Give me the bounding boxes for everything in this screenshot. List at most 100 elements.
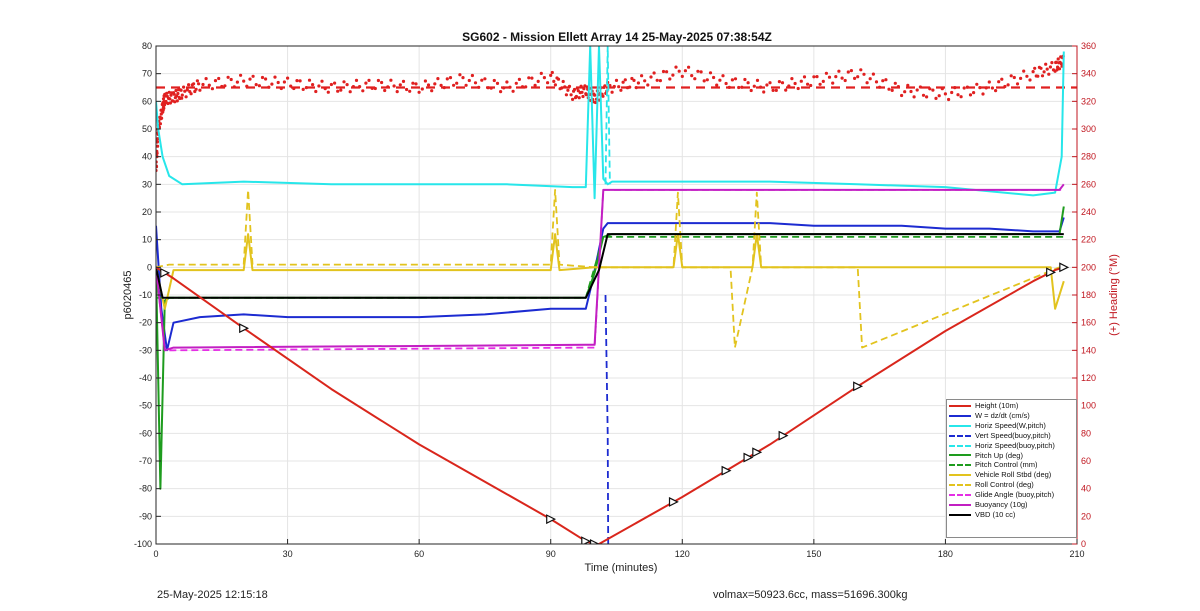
- heading-point: [699, 70, 703, 74]
- heading-point: [730, 78, 735, 82]
- series-line-2: [156, 46, 1065, 200]
- heading-point: [943, 92, 948, 96]
- heading-point: [1015, 82, 1020, 86]
- heading-point: [295, 79, 299, 83]
- y2-tick-label: 300: [1081, 124, 1096, 134]
- heading-point: [439, 83, 443, 87]
- y2-tick-label: 120: [1081, 373, 1096, 383]
- heading-point: [799, 79, 803, 83]
- heading-point: [1045, 67, 1049, 71]
- heading-point: [276, 80, 280, 85]
- heading-point: [536, 79, 540, 83]
- heading-point: [392, 84, 396, 88]
- heading-point: [158, 122, 162, 126]
- heading-point: [715, 83, 719, 87]
- heading-point: [921, 93, 926, 97]
- heading-point: [197, 82, 201, 86]
- legend-label: Horiz Speed(buoy,pitch): [975, 440, 1055, 450]
- heading-point: [273, 75, 277, 79]
- heading-point: [527, 76, 531, 80]
- heading-point: [623, 78, 627, 82]
- series-line-8: [156, 188, 1060, 349]
- y-tick-label: -90: [139, 511, 152, 521]
- heading-point: [693, 77, 697, 81]
- height-marker: [778, 430, 789, 441]
- heading-point: [868, 77, 872, 81]
- y2-tick-label: 180: [1081, 290, 1096, 300]
- heading-point: [161, 97, 166, 101]
- axes: 0 30 60 90 120 150 180 210-100-90-80-70-60-50-4…: [134, 41, 1096, 559]
- heading-point: [821, 79, 825, 83]
- heading-point: [649, 75, 653, 79]
- heading-point: [470, 73, 474, 78]
- heading-point: [846, 70, 850, 74]
- heading-point: [915, 88, 919, 92]
- heading-point: [162, 106, 166, 110]
- heading-point: [1048, 65, 1052, 69]
- heading-point: [167, 90, 171, 94]
- y-axis-label: p6020465: [122, 271, 134, 320]
- heading-point: [239, 73, 243, 77]
- heading-point: [364, 81, 368, 85]
- heading-point: [831, 81, 835, 85]
- heading-point: [749, 88, 753, 93]
- heading-point: [530, 76, 534, 80]
- height-marker: [581, 536, 592, 544]
- heading-point: [329, 82, 333, 87]
- heading-point: [1012, 75, 1016, 80]
- footer-info: volmax=50923.6cc, mass=51696.300kg: [713, 589, 908, 601]
- heading-point: [408, 89, 412, 93]
- heading-point: [636, 81, 641, 85]
- heading-point: [156, 137, 160, 141]
- height-marker: [721, 465, 732, 476]
- y2-tick-label: 140: [1081, 345, 1096, 355]
- heading-point: [849, 69, 854, 73]
- heading-point: [765, 83, 769, 87]
- legend-item: W = dz/dt (cm/s): [949, 411, 1074, 421]
- heading-point: [577, 96, 581, 100]
- heading-point: [871, 72, 876, 76]
- grid-lines: [155, 45, 1078, 545]
- heading-point: [746, 81, 750, 85]
- heading-point: [314, 89, 318, 94]
- heading-point: [968, 93, 973, 97]
- legend: Height (10m) W = dz/dt (cm/s) Horiz Speed(…: [946, 399, 1077, 538]
- heading-point: [665, 70, 669, 74]
- heading-point: [690, 74, 694, 78]
- heading-point: [1000, 77, 1004, 81]
- y-tick-label: -70: [139, 456, 152, 466]
- y2-tick-label: 220: [1081, 235, 1096, 245]
- heading-point: [865, 81, 869, 85]
- heading-point: [755, 78, 760, 82]
- heading-point: [617, 85, 621, 89]
- heading-point: [542, 76, 547, 80]
- heading-point: [156, 144, 160, 148]
- heading-point: [827, 75, 832, 79]
- heading-point: [881, 79, 885, 83]
- y2-tick-label: 280: [1081, 152, 1096, 162]
- legend-swatch: [949, 414, 971, 417]
- heading-point: [574, 94, 579, 99]
- y-tick-label: -100: [134, 539, 152, 549]
- heading-point: [840, 76, 844, 80]
- y-tick-label: 10: [142, 235, 152, 245]
- heading-point: [569, 93, 573, 97]
- series-line-10: [156, 183, 1065, 352]
- chart-title: SG602 - Mission Ellett Array 14 25-May-2…: [462, 30, 772, 44]
- y-tick-label: -10: [139, 290, 152, 300]
- heading-point: [483, 77, 487, 81]
- series-line-4: [604, 46, 611, 185]
- heading-point: [752, 84, 756, 88]
- heading-point: [495, 81, 500, 85]
- height-marker: [668, 496, 679, 507]
- heading-point: [890, 88, 894, 92]
- height-marker: [1059, 262, 1070, 273]
- heading-point: [187, 83, 191, 87]
- legend-label: Buoyancy (10g): [975, 500, 1028, 510]
- x-axis-label: Time (minutes): [585, 562, 658, 574]
- legend-item: Pitch Control (mm): [949, 460, 1074, 470]
- heading-point: [1059, 62, 1063, 66]
- heading-point: [1040, 74, 1045, 78]
- heading-point: [780, 81, 785, 85]
